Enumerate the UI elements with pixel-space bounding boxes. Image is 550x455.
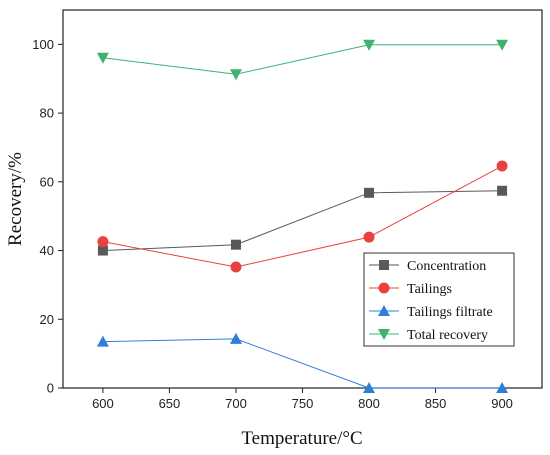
data-point (230, 239, 241, 250)
legend-label: Total recovery (407, 328, 488, 343)
data-point (496, 39, 509, 51)
legend: Concentration Tailings Tailings filtrate To… (363, 252, 515, 347)
y-tick-label: 20 (40, 312, 54, 327)
legend-label: Tailings (407, 282, 452, 297)
series-total-recovery (96, 39, 509, 81)
data-point (229, 332, 242, 344)
series-tailings (97, 160, 508, 273)
legend-label: Tailings filtrate (407, 305, 493, 320)
series-concentration (97, 185, 508, 256)
x-tick-label: 650 (159, 396, 181, 411)
legend-label: Concentration (407, 259, 486, 274)
y-axis-title: Recovery/% (5, 152, 26, 246)
data-point (97, 236, 109, 248)
y-tick-label: 100 (32, 37, 54, 52)
y-tick-label: 60 (40, 174, 54, 189)
legend-marker (378, 282, 390, 294)
data-point (363, 382, 376, 393)
series-line (102, 44, 503, 75)
data-point (496, 382, 509, 393)
legend-marker (378, 329, 390, 340)
series-tailings-filtrate (96, 332, 509, 393)
series-line (102, 338, 503, 389)
x-tick-label: 850 (425, 396, 447, 411)
legend-marker (378, 305, 390, 316)
series-line (102, 165, 503, 268)
x-tick-label: 800 (358, 396, 380, 411)
data-point (496, 160, 508, 172)
data-point (363, 231, 375, 243)
data-point (363, 39, 376, 51)
data-point (96, 52, 109, 64)
data-point (96, 335, 109, 347)
legend-marker (379, 260, 389, 270)
series-group (96, 39, 509, 393)
data-point (230, 261, 242, 273)
data-point (497, 185, 508, 196)
x-axis-title: Temperature/°C (241, 428, 362, 449)
data-point (97, 245, 108, 256)
y-tick-label: 0 (47, 381, 54, 396)
series-line (102, 190, 503, 252)
data-point (364, 187, 375, 198)
data-point (229, 69, 242, 81)
x-tick-label: 900 (491, 396, 513, 411)
y-tick-label: 80 (40, 106, 54, 121)
x-tick-label: 700 (225, 396, 247, 411)
x-axis-ticks: 600 650 700 750 800 850 900 (92, 388, 513, 411)
y-axis-ticks: 0 20 40 60 80 100 (32, 37, 63, 396)
y-tick-label: 40 (40, 243, 54, 258)
x-tick-label: 750 (292, 396, 314, 411)
x-tick-label: 600 (92, 396, 114, 411)
